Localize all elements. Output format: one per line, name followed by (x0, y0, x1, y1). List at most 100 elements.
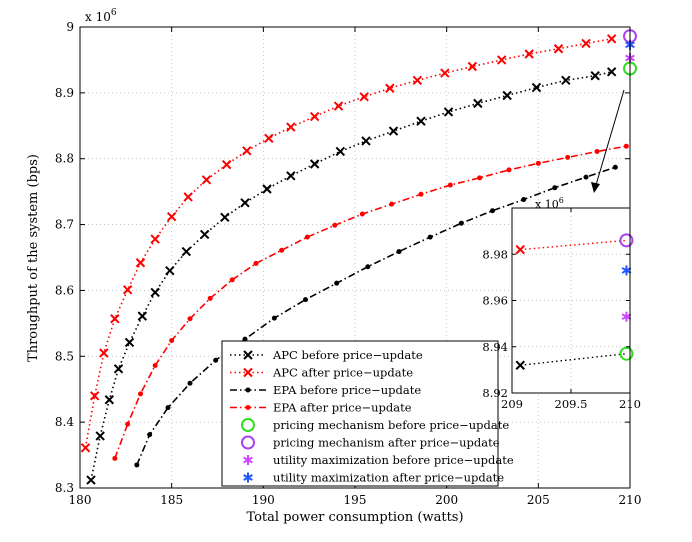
inset-exponent-base: x 10 (535, 198, 559, 211)
data-point (253, 260, 259, 266)
x-stroke (95, 431, 105, 441)
data-point (221, 159, 232, 170)
y-exponent-power: 6 (111, 8, 117, 18)
legend-box (221, 340, 499, 487)
inset-y-tick-label: 8.94 (482, 340, 508, 354)
x-stroke (467, 61, 478, 72)
x-tick-label: 195 (344, 493, 367, 507)
data-point (385, 83, 395, 93)
data-point (440, 68, 450, 78)
y-tick-label: 8.4 (55, 415, 74, 429)
data-point (531, 82, 542, 93)
legend: APC before price−update APC after price−u… (221, 340, 514, 487)
x-stroke (264, 133, 274, 144)
x-stroke (80, 443, 91, 453)
data-point (122, 285, 133, 295)
data-point (496, 55, 507, 65)
x-tick-label: 190 (252, 493, 275, 507)
legend-label: utility maximization after price−update (273, 471, 504, 485)
data-point (521, 197, 527, 203)
inset-data-point (619, 346, 634, 361)
data-point (134, 462, 140, 468)
x-stroke (561, 75, 571, 86)
data-point (199, 229, 210, 240)
legend-item-pricing-mechanism-after-price-update: pricing mechanism after price−update (241, 435, 500, 450)
data-point (583, 174, 589, 180)
data-point (309, 111, 320, 122)
data-point (286, 122, 296, 132)
legend-item-epa-before-price-update: EPA before price−update (230, 383, 421, 397)
data-point (80, 443, 91, 453)
inset-exponent-label: x 106 (535, 196, 564, 211)
x-stroke (262, 184, 272, 194)
data-point (418, 191, 424, 197)
data-point (535, 160, 541, 166)
legend-item-utility-maximization-after-price-update: utility maximization after price−update (243, 471, 504, 485)
data-point (359, 92, 369, 102)
data-point (147, 432, 153, 438)
legend-item-apc-after-price-update: APC after price−update (230, 366, 413, 380)
data-point (207, 295, 213, 301)
x-stroke (581, 38, 591, 49)
data-point (113, 364, 124, 374)
inset-y-tick-label: 8.96 (482, 294, 508, 308)
inset-data-point (621, 311, 632, 322)
axis-ticks: 180 185 190 195 200 205 210 8.3 8.4 8.5 8.6 8.7 8.8 8… (55, 20, 642, 507)
data-point (606, 34, 617, 44)
data-point (502, 90, 512, 101)
inset-x-tick-label: 209.5 (555, 397, 588, 411)
x-stroke (309, 111, 320, 122)
x-stroke (309, 159, 320, 169)
data-point (303, 297, 308, 303)
inset-series (515, 233, 634, 370)
data-point (552, 185, 558, 191)
data-point (335, 146, 346, 157)
x-stroke (531, 82, 542, 93)
zoom-arrow (591, 89, 625, 193)
x-stroke (183, 192, 193, 202)
data-point (458, 220, 464, 226)
data-point (201, 175, 212, 185)
data-point (581, 38, 591, 49)
y-tick-label: 8.7 (55, 218, 74, 232)
x-stroke (443, 107, 454, 117)
inset-y-tick-label: 8.92 (482, 386, 508, 400)
inset-x-tick-label: 210 (619, 397, 641, 411)
data-point (396, 249, 402, 255)
legend-label: APC before price−update (272, 348, 423, 362)
data-point (361, 136, 371, 146)
legend-label: pricing mechanism after price−update (273, 436, 500, 450)
inset-data-point (515, 244, 525, 255)
data-point (623, 143, 629, 149)
inset-y-tick-label: 8.98 (482, 247, 508, 261)
data-point (152, 363, 158, 369)
legend-marker (243, 350, 253, 360)
y-tick-label: 8.6 (55, 283, 74, 297)
data-point (112, 455, 118, 461)
inset-axis-ticks: 209 209.5 210 8.92 8.94 8.96 8.98 (482, 208, 641, 411)
data-point (565, 154, 571, 160)
x-stroke (99, 348, 109, 358)
data-point (332, 222, 338, 228)
data-point (365, 264, 371, 270)
legend-item-epa-after-price-update: EPA after price−update (230, 401, 412, 415)
y-tick-label: 8.3 (55, 481, 74, 495)
data-point (359, 211, 365, 217)
inset-data-point (619, 233, 634, 248)
data-point (561, 75, 571, 86)
data-point (279, 247, 285, 253)
data-point (524, 49, 534, 59)
data-point (286, 171, 296, 181)
asterisk-stroke (621, 313, 632, 321)
legend-marker (241, 435, 255, 450)
inset-data-point (621, 265, 632, 276)
legend-marker (245, 405, 251, 410)
x-stroke (86, 475, 96, 485)
data-point (138, 391, 143, 397)
series-layer (80, 29, 637, 485)
x-stroke (515, 244, 525, 255)
data-point (135, 258, 146, 268)
x-stroke (201, 175, 212, 185)
y-exponent-label: x 106 (85, 8, 117, 24)
